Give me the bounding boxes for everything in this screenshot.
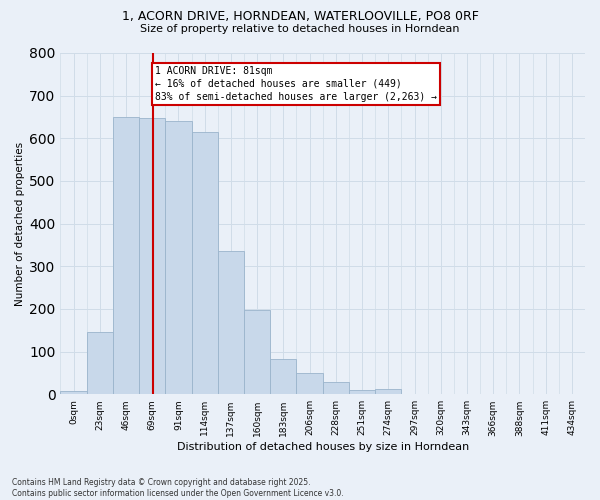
Y-axis label: Number of detached properties: Number of detached properties (15, 142, 25, 306)
Bar (349, 390, 375, 394)
Bar (244, 310, 270, 394)
Bar (270, 360, 296, 394)
Bar (86, 332, 113, 394)
Text: Contains HM Land Registry data © Crown copyright and database right 2025.
Contai: Contains HM Land Registry data © Crown c… (12, 478, 344, 498)
Bar (113, 117, 139, 394)
Bar (218, 252, 244, 394)
Bar (323, 382, 349, 394)
X-axis label: Distribution of detached houses by size in Horndean: Distribution of detached houses by size … (176, 442, 469, 452)
Text: 1, ACORN DRIVE, HORNDEAN, WATERLOOVILLE, PO8 0RF: 1, ACORN DRIVE, HORNDEAN, WATERLOOVILLE,… (122, 10, 478, 23)
Text: Size of property relative to detached houses in Horndean: Size of property relative to detached ho… (140, 24, 460, 34)
Bar (61, 391, 86, 394)
Text: 1 ACORN DRIVE: 81sqm
← 16% of detached houses are smaller (449)
83% of semi-deta: 1 ACORN DRIVE: 81sqm ← 16% of detached h… (155, 66, 437, 102)
Bar (166, 122, 191, 394)
Bar (296, 373, 323, 394)
Bar (191, 132, 218, 394)
Bar (375, 389, 401, 394)
Bar (139, 118, 166, 394)
